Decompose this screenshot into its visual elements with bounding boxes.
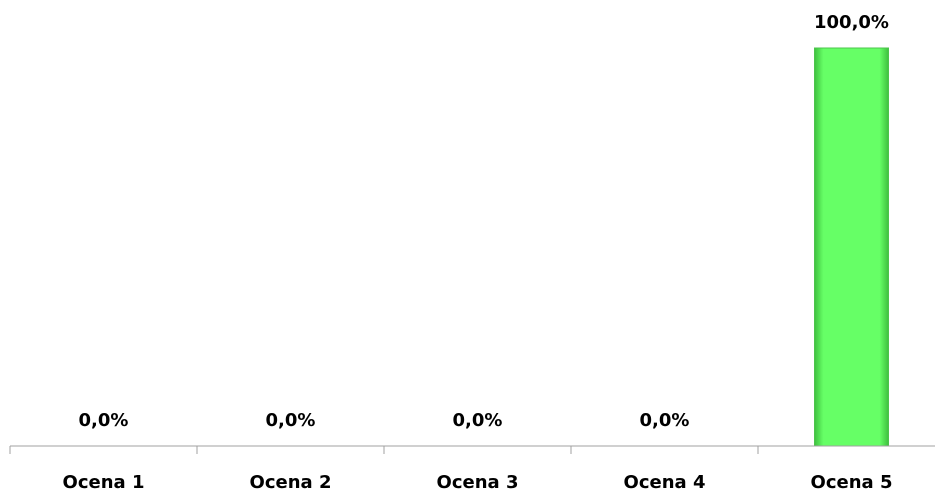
data-label: 0,0% bbox=[640, 410, 690, 431]
category-label: Ocena 5 bbox=[811, 472, 893, 491]
data-label: 0,0% bbox=[266, 410, 316, 431]
category-label: Ocena 3 bbox=[437, 472, 519, 491]
category-label: Ocena 4 bbox=[624, 472, 706, 491]
bar-ocena-5 bbox=[814, 47, 889, 447]
data-label: 100,0% bbox=[814, 12, 889, 33]
category-label: Ocena 1 bbox=[63, 472, 145, 491]
category-label: Ocena 2 bbox=[250, 472, 332, 491]
data-label: 0,0% bbox=[453, 410, 503, 431]
data-label: 0,0% bbox=[79, 410, 129, 431]
